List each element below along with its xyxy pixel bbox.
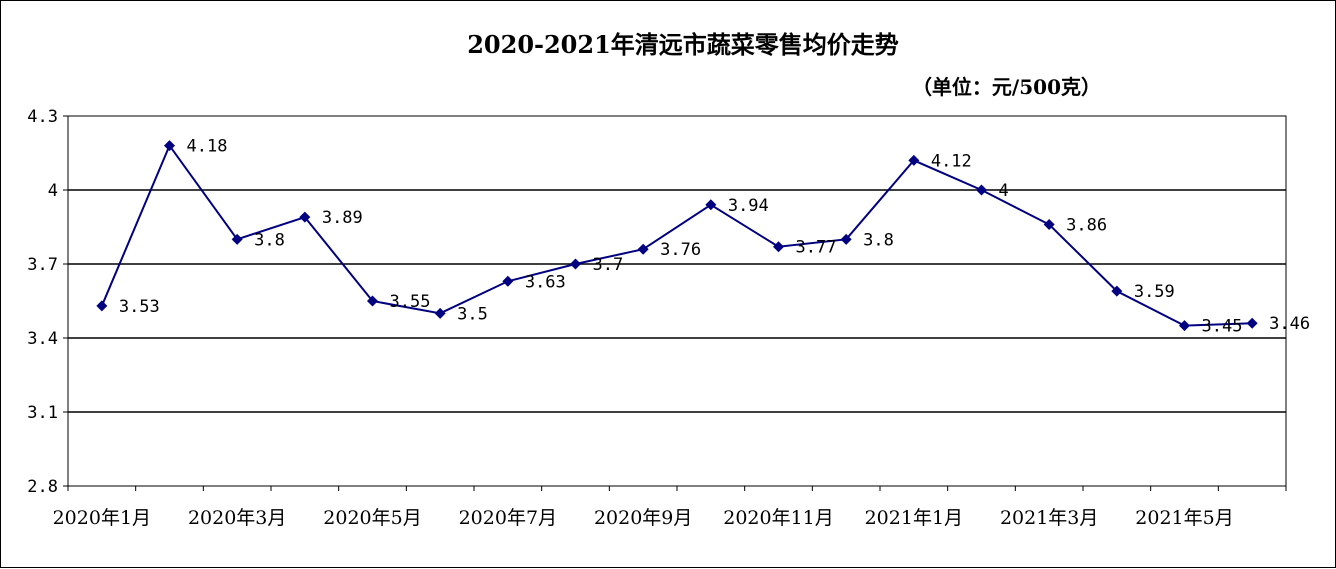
- data-point-marker: [908, 154, 920, 166]
- data-label: 3.7: [593, 255, 624, 275]
- data-label: 3.45: [1202, 317, 1243, 337]
- plot-area: [67, 115, 1287, 487]
- data-point-marker: [164, 140, 175, 152]
- data-label: 4: [999, 181, 1009, 201]
- y-tick-label: 2.8: [27, 477, 58, 497]
- x-tick-label: 2020年7月: [459, 507, 557, 529]
- data-label: 3.63: [525, 272, 566, 292]
- x-tick-label: 2021年3月: [1000, 507, 1098, 529]
- data-point-marker: [299, 211, 311, 223]
- y-tick-label: 3.1: [27, 403, 58, 423]
- x-tick-label: 2020年9月: [594, 507, 692, 529]
- data-label: 3.55: [390, 292, 431, 312]
- y-tick-label: 4.3: [27, 107, 58, 127]
- x-tick-label: 2020年5月: [323, 507, 421, 529]
- data-point-marker: [976, 184, 987, 196]
- chart-unit: （单位：元/500克）: [912, 75, 1101, 99]
- data-label: 3.94: [728, 196, 769, 216]
- y-tick-label: 3.4: [27, 329, 58, 349]
- x-tick-label: 2021年1月: [865, 507, 963, 529]
- data-label: 3.8: [863, 230, 894, 250]
- data-point-marker: [840, 233, 852, 245]
- series-price: [96, 140, 1258, 332]
- y-tick-label: 3.7: [27, 255, 58, 275]
- grid-lines: [68, 189, 1286, 413]
- series-line: [100, 143, 1253, 327]
- data-point-marker: [1043, 219, 1055, 231]
- y-axis-ticks: 4.3 4 3.7 3.4 3.1 2.8: [27, 107, 68, 497]
- chart-title: 2020-2021年清远市蔬菜零售均价走势: [467, 30, 899, 59]
- data-label: 3.86: [1066, 216, 1107, 236]
- data-point-marker: [705, 199, 717, 211]
- data-label: 3.8: [254, 230, 285, 250]
- data-label: 3.76: [660, 240, 701, 260]
- data-point-marker: [96, 300, 108, 312]
- y-tick-label: 4: [48, 181, 58, 201]
- data-label: 3.46: [1269, 314, 1310, 334]
- data-label: 3.89: [322, 208, 363, 228]
- data-point-marker: [434, 307, 446, 319]
- data-point-marker: [637, 243, 649, 255]
- data-point-marker: [1111, 285, 1123, 297]
- x-tick-label: 2020年11月: [723, 507, 834, 529]
- data-label: 4.18: [187, 137, 228, 157]
- data-label: 3.5: [457, 304, 488, 324]
- data-label: 3.59: [1134, 282, 1175, 302]
- data-label: 3.77: [796, 238, 837, 258]
- x-tick-label: 2021年5月: [1135, 507, 1233, 529]
- data-point-marker: [570, 258, 581, 270]
- data-point-marker: [773, 241, 784, 253]
- data-point-marker: [367, 295, 378, 307]
- data-label: 4.12: [931, 151, 972, 171]
- data-point-marker: [502, 275, 514, 287]
- x-tick-label: 2020年1月: [53, 507, 151, 529]
- data-label: 3.53: [119, 297, 160, 317]
- x-axis-ticks: 2020年1月 2020年3月 2020年5月 2020年7月 2020年9月 2020年…: [53, 486, 1287, 529]
- data-point-marker: [231, 233, 243, 245]
- data-point-marker: [1179, 320, 1190, 332]
- data-labels: 3.53 4.18 3.8 3.89 3.55 3.5 3.63 3.7 3.76 3.94 3.7…: [119, 137, 1310, 337]
- x-tick-label: 2020年3月: [188, 507, 286, 529]
- data-point-marker: [1246, 317, 1258, 329]
